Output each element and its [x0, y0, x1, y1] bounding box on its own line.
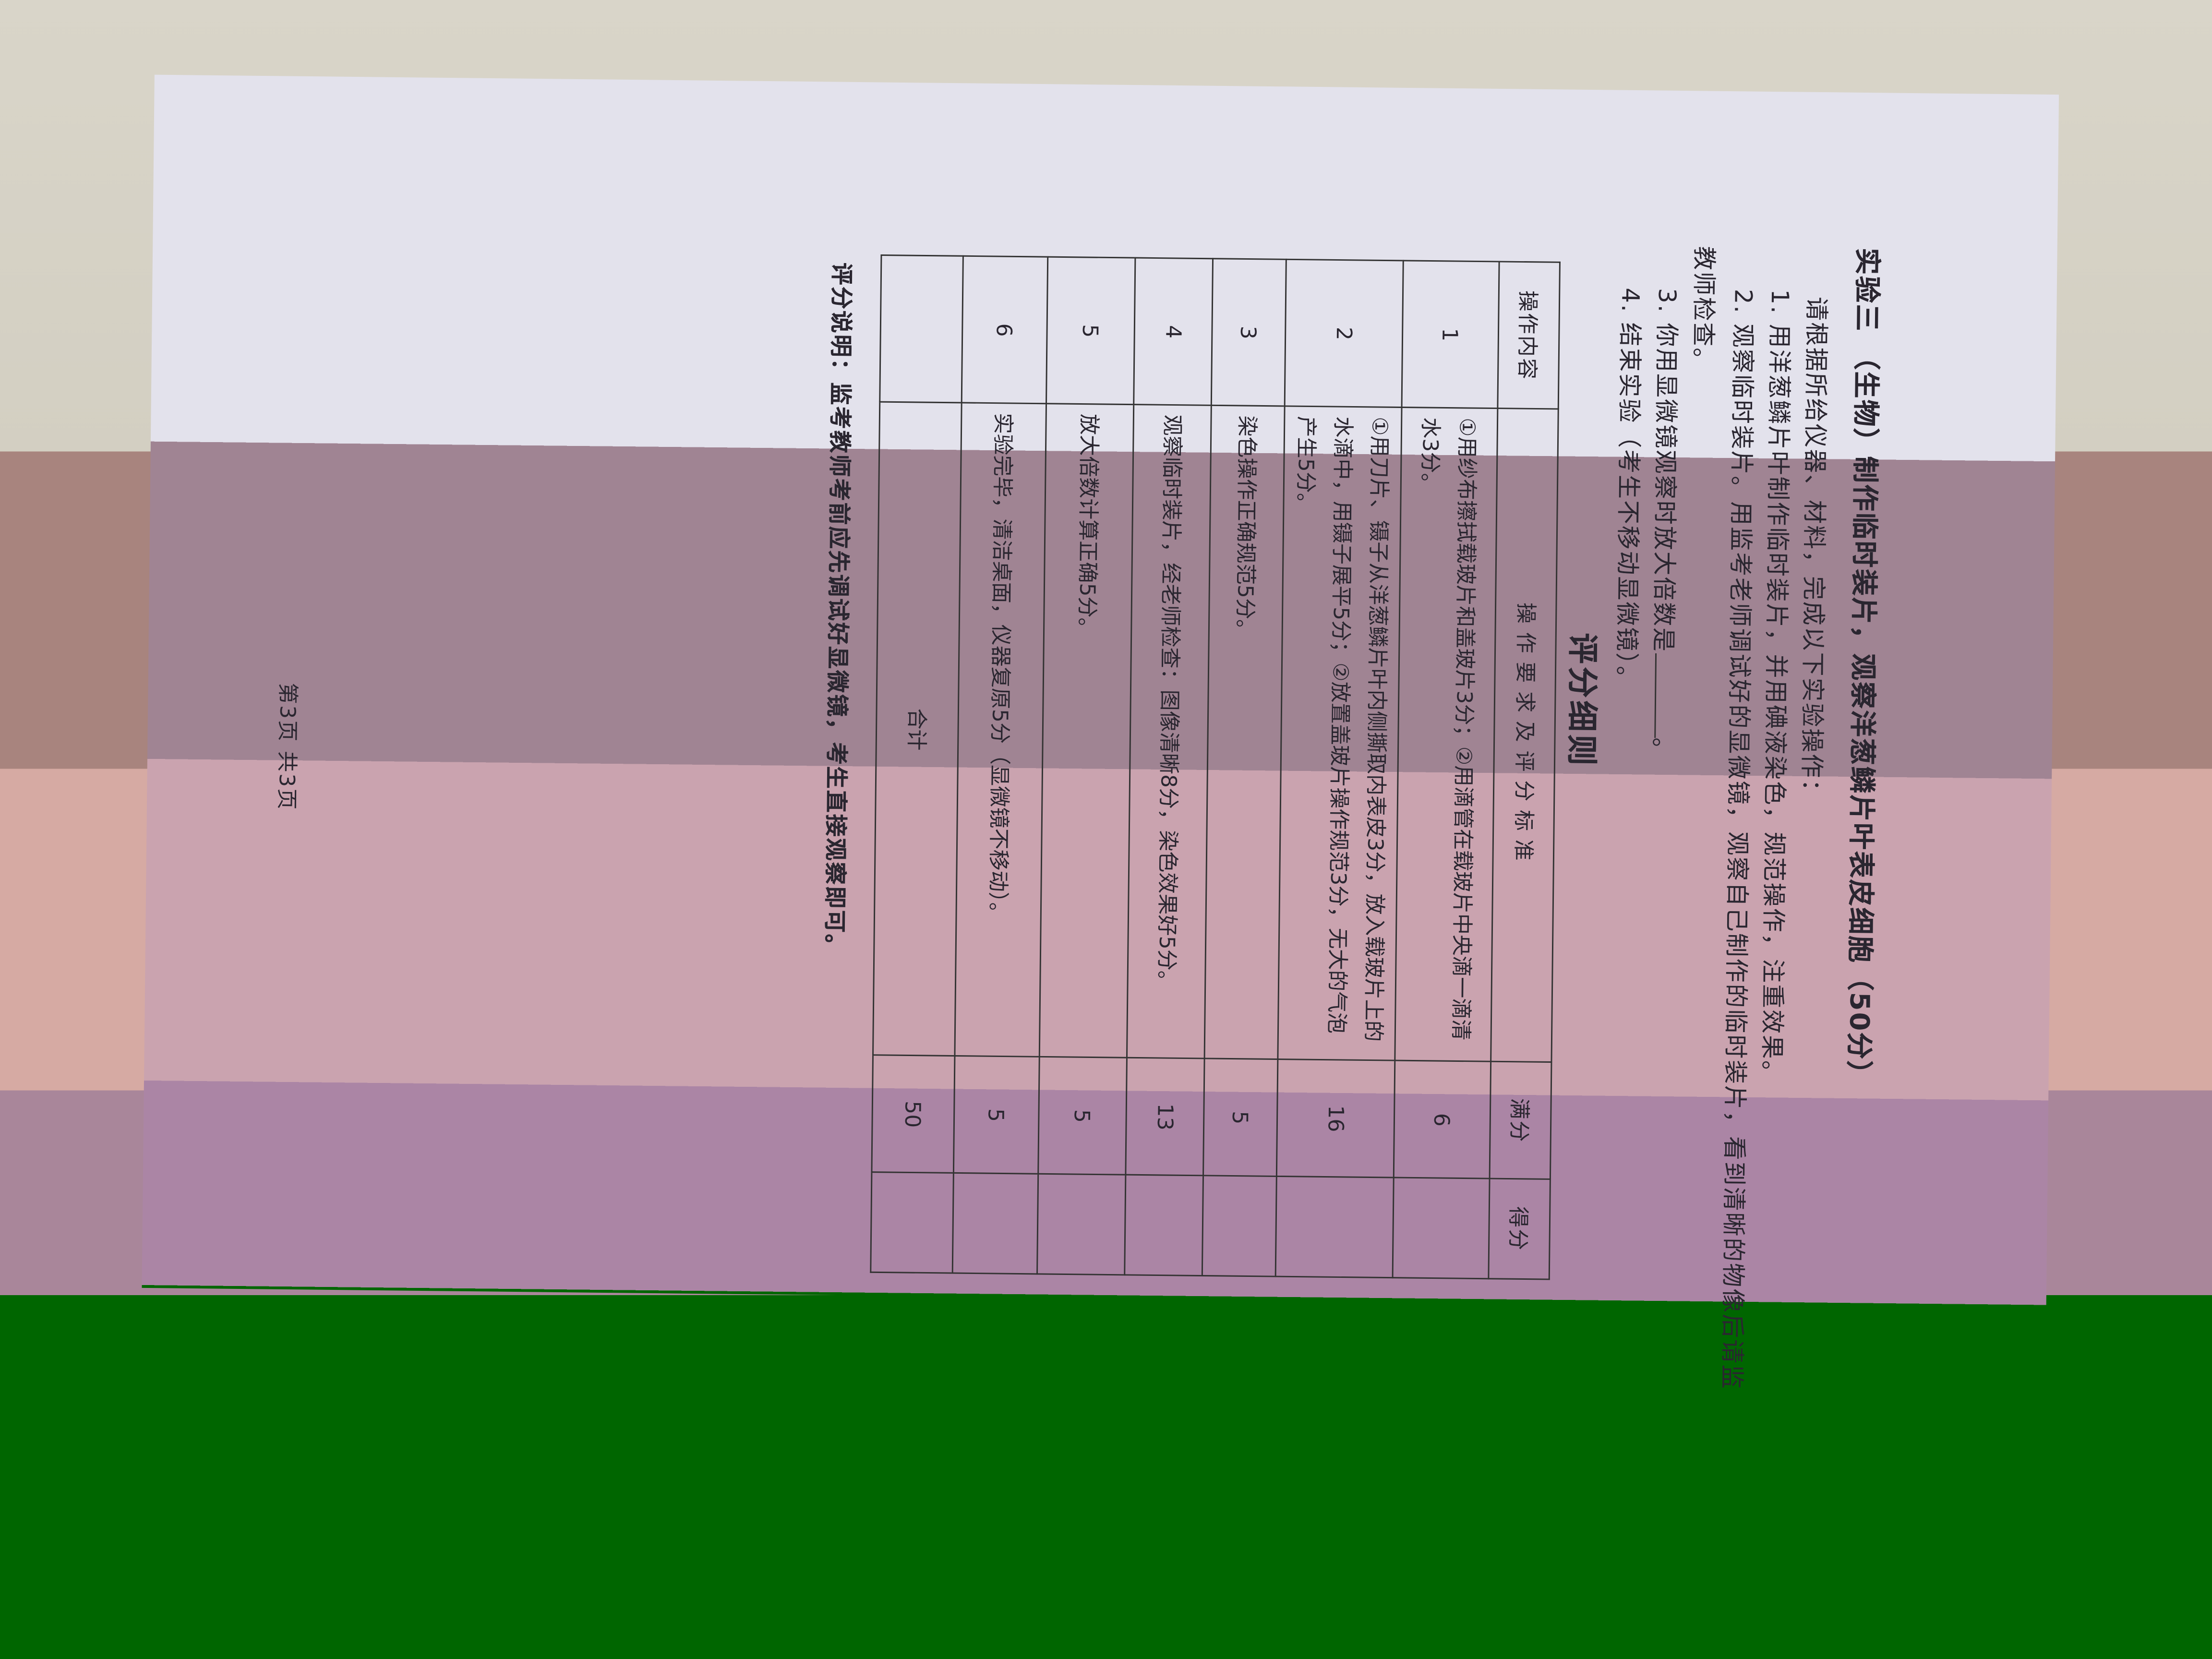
table-row: 6 实验完毕，清洁桌面，仪器复原5分（显微镜不移动）。 5 — [952, 256, 1048, 1274]
header-full-score: 满分 — [1490, 1062, 1551, 1179]
table-row: 5 放大倍数计算正确5分。 5 — [1037, 257, 1135, 1275]
header-requirements: 操作要求及评分标准 — [1491, 409, 1559, 1063]
row-text: ①用纱布擦拭载玻片和盖玻片3分；②用滴管在载玻片中央滴一滴清水3分。 — [1395, 408, 1498, 1062]
step-3-end: 。 — [1647, 737, 1676, 763]
row-text: 观察临时装片，经老师检查：图像清晰8分，染色效果好5分。 — [1127, 405, 1212, 1059]
step-4: 4. 结束实验（考生不移动显微镜）。 — [1611, 287, 1644, 692]
row-number: 4 — [1133, 258, 1213, 406]
row-number: 1 — [1402, 260, 1500, 409]
row-full-score: 5 — [953, 1056, 1040, 1174]
row-score-cell — [1124, 1175, 1203, 1276]
row-text: ①用刀片、镊子从洋葱鳞片叶内侧撕取内表皮3分，放入载玻片上的水滴中，用镊子展平5… — [1277, 407, 1402, 1061]
row-full-score: 6 — [1394, 1061, 1491, 1179]
experiment-title: 实验三 （生物）制作临时装片，观察洋葱鳞片叶表皮细胞（50分） — [1842, 247, 1883, 1089]
total-score-cell — [870, 1172, 954, 1274]
step-3: 3. 你用显微镜观察时放大倍数是。 — [1647, 288, 1687, 763]
step-2: 2. 观察临时装片。用监考老师调试好的显微镜，观察自己制作的临时装片，看到清晰的… — [1717, 289, 1756, 1390]
row-number: 5 — [1046, 257, 1135, 405]
table-row: 4 观察临时装片，经老师检查：图像清晰8分，染色效果好5分。 13 — [1124, 258, 1213, 1276]
row-score-cell — [1202, 1175, 1277, 1277]
scoring-note: 评分说明：监考教师考前应先调试好显微镜，考生直接观察即可。 — [821, 262, 855, 958]
table-header-row: 操作内容 操作要求及评分标准 满分 得分 — [1488, 261, 1560, 1280]
step-3-text: 3. 你用显微镜观察时放大倍数是 — [1648, 288, 1681, 653]
table-row: 1 ①用纱布擦拭载玻片和盖玻片3分；②用滴管在载玻片中央滴一滴清水3分。 6 — [1393, 260, 1500, 1279]
scoring-heading: 评分细则 — [1562, 632, 1599, 769]
total-full-score: 50 — [871, 1056, 955, 1173]
row-number: 2 — [1285, 259, 1404, 408]
total-empty — [879, 255, 963, 403]
scoring-table: 操作内容 操作要求及评分标准 满分 得分 1 ①用纱布擦拭载玻片和盖玻片3分；②… — [870, 254, 1561, 1280]
row-number: 6 — [962, 256, 1048, 404]
row-full-score: 5 — [1038, 1057, 1127, 1175]
row-text: 染色操作正确规范5分。 — [1204, 406, 1285, 1060]
page-number: 第3页 共3页 — [274, 683, 301, 811]
row-full-score: 5 — [1203, 1059, 1278, 1177]
table-total-row: 合计 50 — [870, 255, 963, 1274]
total-label: 合计 — [873, 402, 962, 1057]
row-score-cell — [1037, 1174, 1126, 1275]
step-2-continued: 教师检查。 — [1687, 246, 1718, 373]
table-row: 3 染色操作正确规范5分。 5 — [1202, 258, 1286, 1277]
table-row: 2 ①用刀片、镊子从洋葱鳞片叶内侧撕取内表皮3分，放入载玻片上的水滴中，用镊子展… — [1275, 259, 1404, 1278]
answer-blank — [1654, 652, 1657, 738]
exam-paper: 实验三 （生物）制作临时装片，观察洋葱鳞片叶表皮细胞（50分） 请根据所给仪器、… — [142, 74, 2059, 1390]
header-operation: 操作内容 — [1497, 261, 1560, 409]
row-full-score: 13 — [1125, 1058, 1205, 1176]
row-text: 实验完毕，清洁桌面，仪器复原5分（显微镜不移动）。 — [954, 403, 1046, 1058]
step-1: 1. 用洋葱鳞片叶制作临时装片，并用碘液染色，规范操作，注重效果。 — [1756, 289, 1793, 1086]
row-full-score: 16 — [1276, 1059, 1395, 1178]
row-text: 放大倍数计算正确5分。 — [1039, 404, 1134, 1058]
row-score-cell — [952, 1173, 1038, 1274]
row-score-cell — [1275, 1176, 1394, 1278]
intro-text: 请根据所给仪器、材料，完成以下实验操作： — [1796, 296, 1830, 805]
row-score-cell — [1393, 1178, 1490, 1279]
row-number: 3 — [1211, 258, 1286, 407]
header-score: 得分 — [1488, 1178, 1551, 1280]
